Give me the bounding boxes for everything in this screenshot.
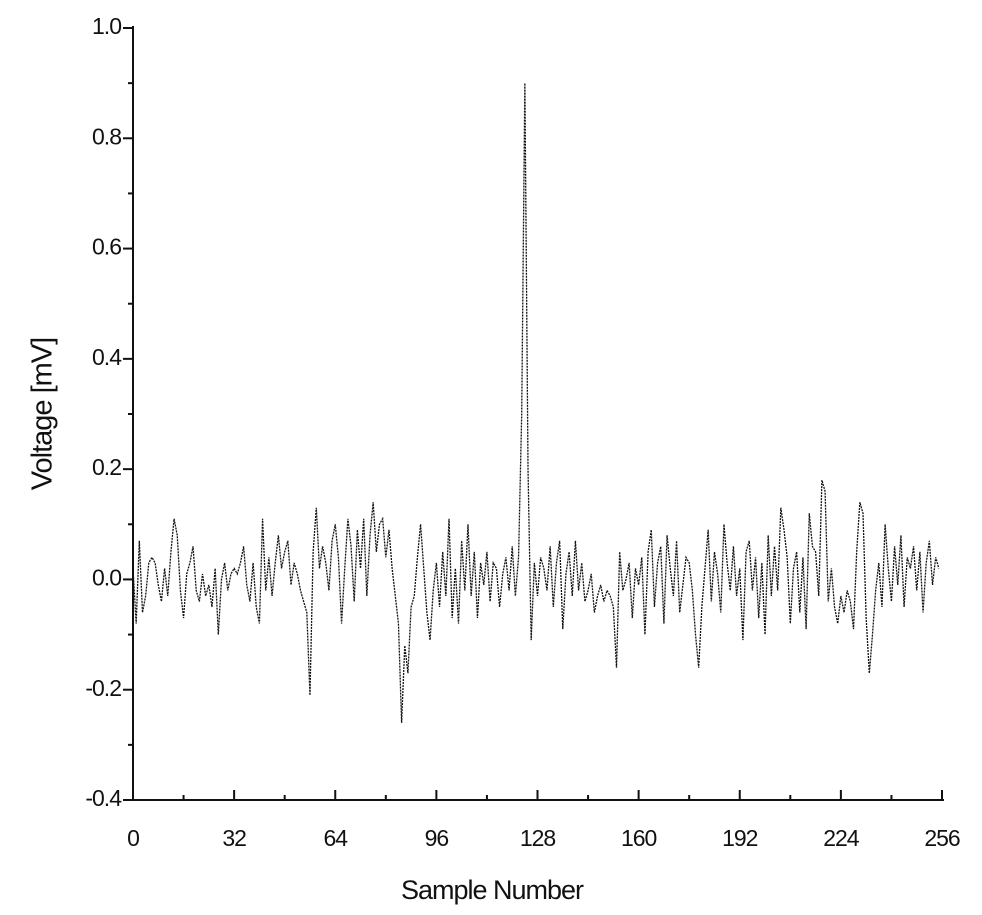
y-axis-label: Voltage [mV]: [27, 338, 59, 490]
y-tick-label: 0.4: [92, 344, 122, 370]
y-tick-label: 0.8: [92, 123, 121, 149]
x-tick-label: 32: [222, 825, 246, 851]
y-tick-label: -0.4: [85, 785, 122, 811]
y-tick-label: 0.2: [92, 454, 121, 480]
x-tick-label: 128: [520, 825, 556, 851]
y-tick-label: 0.0: [92, 565, 121, 591]
x-tick-label: 192: [722, 825, 758, 851]
x-tick-label: 256: [924, 825, 960, 851]
x-tick-label: 224: [823, 825, 860, 851]
x-tick-label: 0: [127, 825, 139, 851]
x-tick-label: 160: [621, 825, 657, 851]
y-tick-label: 1.0: [92, 13, 121, 39]
x-axis-label: Sample Number: [401, 875, 584, 905]
y-tick-label: 0.6: [92, 234, 121, 260]
x-tick-label: 96: [425, 825, 449, 851]
y-tick-label: -0.2: [85, 675, 121, 701]
data-line: [132, 83, 940, 723]
x-tick-label: 64: [323, 825, 348, 851]
